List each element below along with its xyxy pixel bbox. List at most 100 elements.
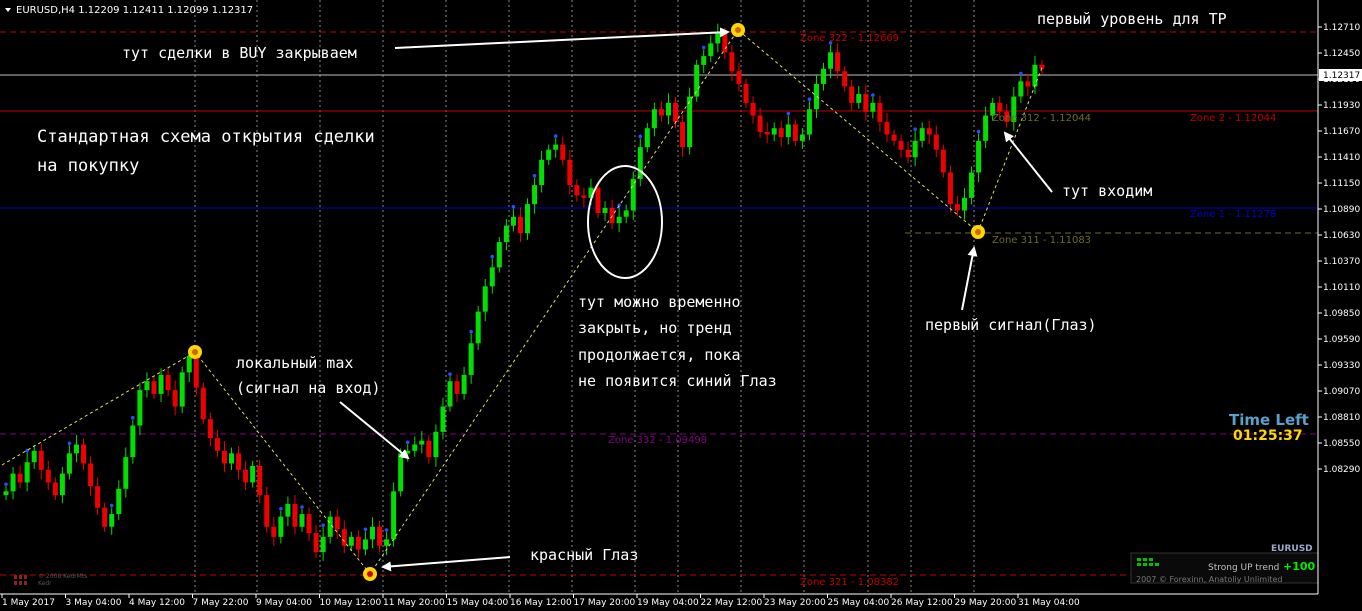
- annotation-temp-close-4: не появится синий Глаз: [578, 372, 777, 390]
- candle: [10, 467, 16, 500]
- candle: [426, 434, 432, 464]
- price-axis[interactable]: 1.127101.124501.121901.119301.116701.114…: [1317, 0, 1362, 594]
- candle: [976, 129, 982, 183]
- candle-body: [525, 204, 531, 234]
- candle: [229, 447, 235, 471]
- candle: [736, 62, 742, 92]
- candle-body: [1018, 81, 1024, 97]
- price-tick-label: 1.09590: [1323, 335, 1360, 345]
- candle-body: [193, 355, 199, 388]
- candle-body: [38, 450, 44, 470]
- candle: [574, 179, 580, 202]
- candle: [66, 441, 72, 480]
- candle: [517, 207, 523, 243]
- candle-dot: [363, 527, 368, 532]
- zone-332-label: Zone 332 - 1.09498: [608, 435, 707, 446]
- candle: [856, 85, 862, 109]
- candle-body: [1004, 111, 1010, 122]
- candle-body: [461, 374, 467, 394]
- candle: [651, 102, 657, 137]
- candle: [172, 380, 178, 416]
- time-label: 29 May 20:00: [955, 598, 1017, 608]
- candle-body: [426, 440, 432, 458]
- time-label: 31 May 04:00: [1018, 598, 1080, 608]
- candle: [743, 78, 749, 108]
- candle: [257, 459, 263, 504]
- candle-body: [264, 495, 270, 527]
- candle: [863, 84, 869, 121]
- price-tick-label: 1.11410: [1323, 153, 1360, 163]
- time-label: 4 May 12:00: [129, 598, 185, 608]
- candle-body: [17, 473, 23, 483]
- candle: [454, 374, 460, 402]
- candle-body: [884, 121, 890, 135]
- candle: [553, 134, 559, 158]
- candle-body: [278, 516, 284, 537]
- candlestick-series: [3, 23, 1045, 561]
- candle: [73, 434, 79, 463]
- candle: [581, 187, 587, 208]
- trend-panel: EURUSD Strong UP trend +100 2007 © Forex…: [1130, 544, 1319, 584]
- candle: [95, 477, 101, 516]
- candle-dot: [109, 503, 114, 508]
- candle-body: [828, 52, 834, 69]
- candle: [503, 219, 509, 251]
- candle-body: [165, 374, 171, 391]
- annotation-local-max-1: локальный max: [236, 354, 353, 372]
- eye-signal-local-max: [188, 345, 202, 359]
- candle: [45, 460, 51, 490]
- candle-body: [997, 102, 1003, 112]
- candle: [905, 141, 911, 164]
- candle: [757, 107, 763, 138]
- candle-body: [229, 453, 235, 464]
- candle: [870, 93, 876, 119]
- candle-dot: [976, 129, 981, 134]
- candle: [828, 41, 834, 79]
- candle: [947, 165, 953, 213]
- candle-dot: [1019, 71, 1023, 76]
- candle: [158, 368, 164, 402]
- candle: [3, 482, 9, 501]
- time-left-label: Time Left: [1229, 411, 1309, 429]
- current-price-box: [1319, 69, 1362, 81]
- candle: [144, 372, 150, 398]
- candle-body: [553, 144, 559, 150]
- time-label: 15 May 04:00: [447, 598, 509, 608]
- annotation-red-eye: красный Глаз: [530, 546, 638, 564]
- candle-body: [821, 68, 827, 84]
- candle: [461, 366, 467, 400]
- candle: [835, 43, 841, 79]
- price-tick-label: 1.10370: [1323, 257, 1360, 267]
- zone-321-label: Zone 321 - 1.08382: [800, 577, 899, 588]
- candle-body: [785, 124, 791, 138]
- candle-body: [708, 43, 714, 57]
- candle: [926, 120, 932, 145]
- eye-signal-top: [731, 23, 745, 37]
- candle-body: [45, 469, 51, 483]
- candle: [799, 127, 805, 149]
- candle: [842, 66, 848, 92]
- candle-body: [130, 425, 136, 458]
- candle: [109, 503, 115, 535]
- chevron-down-icon[interactable]: [5, 8, 11, 12]
- candle-dot: [469, 329, 473, 334]
- candle-body: [510, 216, 516, 226]
- time-axis[interactable]: 1 May 2017 3 May 04:00 4 May 12:00 7 May 22…: [0, 593, 1362, 611]
- candle-body: [1025, 81, 1031, 87]
- candle-body: [496, 242, 502, 268]
- time-label: 25 May 04:00: [828, 598, 890, 608]
- candle-body: [990, 102, 996, 116]
- candle-body: [151, 381, 157, 394]
- eye-signal-red: [363, 567, 377, 581]
- candle-body: [926, 128, 932, 135]
- candle-dot: [300, 505, 304, 509]
- annotation-temp-close-3: продолжается, пока: [578, 346, 741, 364]
- chart-header: EURUSD,H4 1.12209 1.12411 1.12099 1.1231…: [5, 5, 253, 16]
- candle-body: [722, 33, 728, 53]
- candle-body: [3, 491, 9, 496]
- copyright-text: 2007 © Forexinn, Anatoliy Unlimited: [1136, 575, 1282, 584]
- candle-body: [144, 381, 150, 391]
- candle-body: [792, 124, 798, 141]
